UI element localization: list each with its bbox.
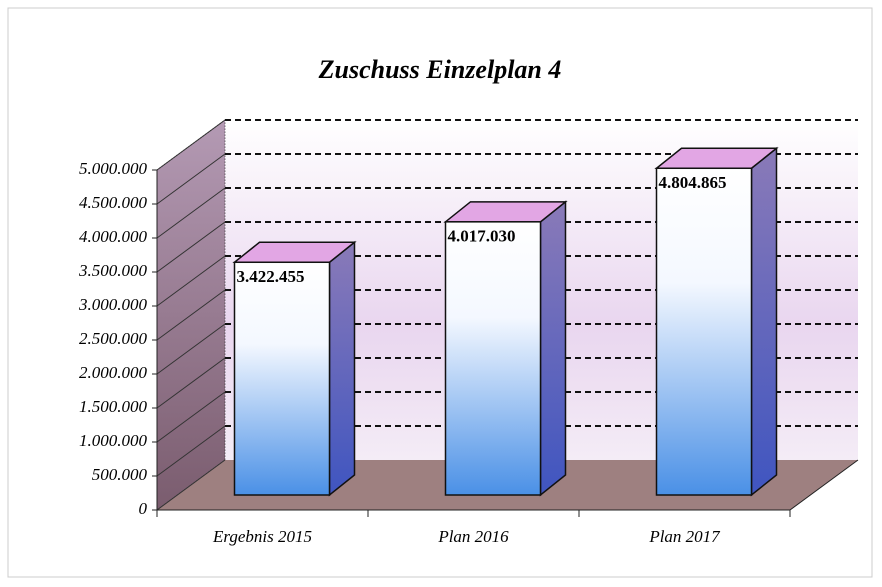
grid-diagonal xyxy=(156,323,226,375)
y-tick-label: 3.000.000 xyxy=(78,295,148,314)
y-tick-label: 3.500.000 xyxy=(78,261,148,280)
y-tick-label: 2.500.000 xyxy=(79,329,148,348)
grid-diagonal xyxy=(156,119,226,171)
grid-diagonal xyxy=(156,391,226,443)
y-tick-label: 500.000 xyxy=(92,465,148,484)
x-axis-end xyxy=(789,459,859,511)
grid-diagonal xyxy=(156,289,226,341)
value-label: 4.017.030 xyxy=(448,227,516,246)
grid-diagonal xyxy=(156,255,226,307)
x-tick-label: Plan 2017 xyxy=(648,527,721,546)
y-tick-label: 1.500.000 xyxy=(79,397,148,416)
grid-diagonal xyxy=(156,357,226,409)
grid-diagonal xyxy=(156,187,226,239)
y-tick-label: 0 xyxy=(139,499,148,518)
y-tick-label: 2.000.000 xyxy=(79,363,148,382)
bar xyxy=(233,261,331,496)
bar xyxy=(655,167,753,496)
y-tick-label: 5.000.000 xyxy=(79,159,148,178)
value-label: 3.422.455 xyxy=(237,267,305,286)
bar-side xyxy=(539,200,567,497)
grid-diagonal xyxy=(156,153,226,205)
bar xyxy=(444,221,542,496)
y-tick-label: 1.000.000 xyxy=(79,431,148,450)
grid-diagonal xyxy=(156,459,226,511)
grid-diagonal xyxy=(156,221,226,273)
grid-diagonal xyxy=(156,425,226,477)
x-tick-label: Plan 2016 xyxy=(437,527,509,546)
y-tick-label: 4.500.000 xyxy=(79,193,148,212)
x-tick-label: Ergebnis 2015 xyxy=(212,527,312,546)
value-label: 4.804.865 xyxy=(659,173,727,192)
bar-side xyxy=(750,146,778,497)
chart-title: Zuschuss Einzelplan 4 xyxy=(318,55,562,84)
bar-side xyxy=(328,240,356,497)
y-tick-label: 4.000.000 xyxy=(79,227,148,246)
